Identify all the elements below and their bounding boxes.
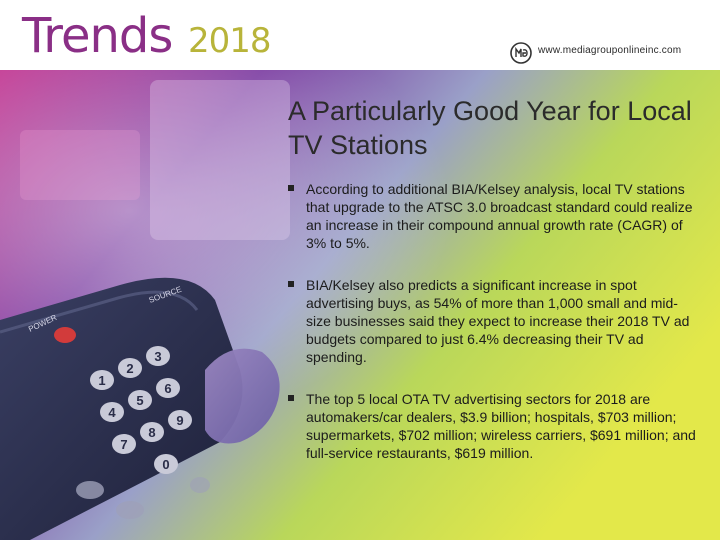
bullet-text: According to additional BIA/Kelsey analy… (306, 181, 693, 251)
square-bullet-icon (288, 185, 294, 191)
remote-key: 2 (118, 358, 142, 378)
bullet-text: BIA/Kelsey also predicts a significant i… (306, 277, 690, 365)
svg-text:5: 5 (136, 393, 143, 408)
svg-text:1: 1 (98, 373, 105, 388)
svg-text:7: 7 (120, 437, 127, 452)
hand-illustration (205, 348, 280, 444)
header: Trends 2018 www.mediagrouponlineinc.com (0, 0, 720, 70)
list-item: According to additional BIA/Kelsey analy… (288, 180, 698, 252)
svg-text:0: 0 (162, 457, 169, 472)
brand-wordmark: Trends (22, 8, 173, 64)
remote-key: 8 (140, 422, 164, 442)
brand-year: 2018 (188, 21, 272, 61)
list-item: The top 5 local OTA TV advertising secto… (288, 390, 698, 462)
svg-text:2: 2 (126, 361, 133, 376)
remote-key: 7 (112, 434, 136, 454)
remote-key: 1 (90, 370, 114, 390)
svg-text:3: 3 (154, 349, 161, 364)
website-link[interactable]: www.mediagrouponlineinc.com (538, 45, 682, 56)
mgo-logo-icon (510, 42, 532, 64)
square-bullet-icon (288, 395, 294, 401)
svg-text:6: 6 (164, 381, 171, 396)
remote-key: 6 (156, 378, 180, 398)
remote-key: 9 (168, 410, 192, 430)
power-button-icon (54, 327, 76, 343)
remote-key: 3 (146, 346, 170, 366)
svg-text:9: 9 (176, 413, 183, 428)
remote-illustration: POWER SOURCE 1 2 3 4 (0, 277, 243, 540)
remote-key: 5 (128, 390, 152, 410)
remote-key: 4 (100, 402, 124, 422)
list-item: BIA/Kelsey also predicts a significant i… (288, 276, 698, 366)
bullet-list: According to additional BIA/Kelsey analy… (288, 180, 698, 462)
svg-text:8: 8 (148, 425, 155, 440)
remote-key: 0 (154, 454, 178, 474)
background-art: POWER SOURCE 1 2 3 4 (0, 70, 720, 540)
square-bullet-icon (288, 281, 294, 287)
svg-text:4: 4 (108, 405, 116, 420)
bullet-text: The top 5 local OTA TV advertising secto… (306, 391, 696, 461)
slide-title: A Particularly Good Year for Local TV St… (288, 96, 692, 160)
